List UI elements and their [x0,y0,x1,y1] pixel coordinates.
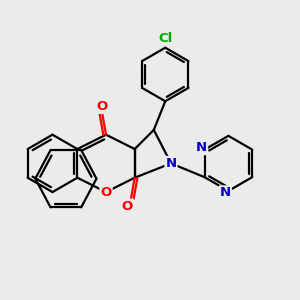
Text: Cl: Cl [158,32,172,45]
Text: O: O [97,100,108,113]
Text: O: O [100,186,112,199]
Text: O: O [122,200,133,213]
Text: N: N [166,157,177,170]
Text: N: N [220,186,231,199]
Text: N: N [196,141,207,154]
